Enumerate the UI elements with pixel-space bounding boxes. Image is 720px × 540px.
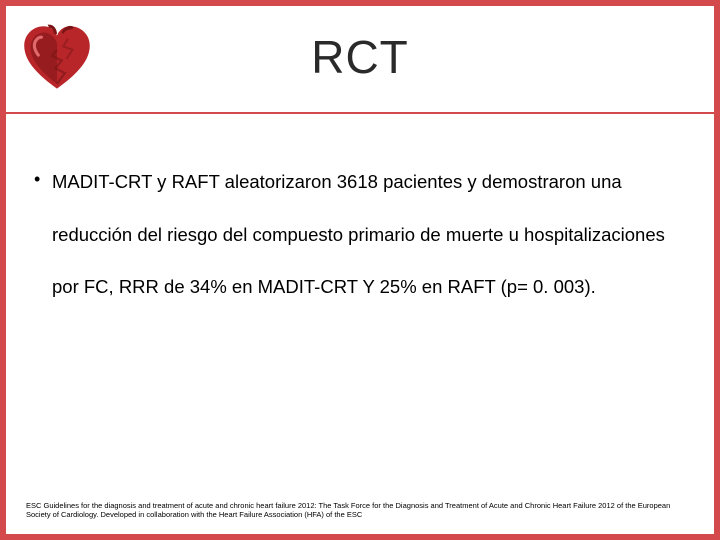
bullet-text: MADIT-CRT y RAFT aleatorizaron 3618 paci…: [52, 156, 680, 314]
slide-title: RCT: [6, 30, 714, 84]
slide-body: • MADIT-CRT y RAFT aleatorizaron 3618 pa…: [6, 114, 714, 314]
bullet-item: • MADIT-CRT y RAFT aleatorizaron 3618 pa…: [30, 156, 680, 314]
slide-header: RCT: [6, 6, 714, 114]
slide-frame: RCT • MADIT-CRT y RAFT aleatorizaron 361…: [0, 0, 720, 540]
bullet-marker: •: [30, 156, 52, 203]
footer-reference: ESC Guidelines for the diagnosis and tre…: [26, 501, 694, 521]
